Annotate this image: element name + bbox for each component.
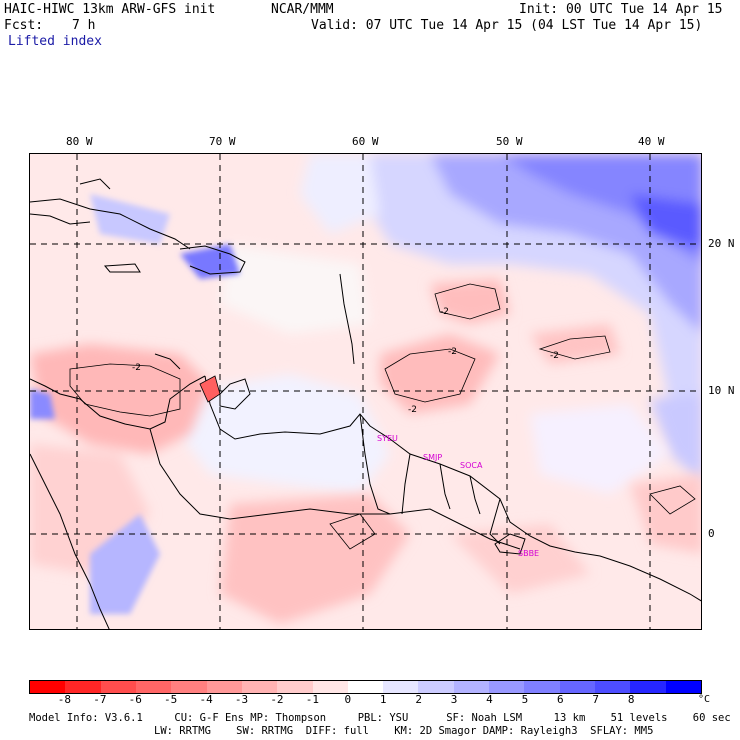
colorbar-swatch [524, 681, 560, 693]
coastlines [30, 178, 701, 629]
lat-label: 0 [708, 527, 715, 540]
colorbar-tick-label: 5 [521, 693, 529, 706]
colorbar-tick-label: -3 [234, 693, 249, 706]
neutral-region [170, 244, 670, 494]
lifted-index-contours [69, 283, 696, 550]
colorbar-swatch [171, 681, 207, 693]
forecast-hour: 7 h [72, 18, 96, 33]
colorbar-swatch [489, 681, 525, 693]
colorbar-tick-label: -8 [57, 693, 72, 706]
station-label: SYEU [377, 434, 398, 443]
colorbar-swatch [453, 681, 490, 693]
colorbar-swatch [277, 681, 313, 693]
forecast-label: Fcst: [4, 18, 44, 33]
colorbar-swatch [312, 681, 348, 693]
colorbar-swatch [65, 681, 101, 693]
init-time: Init: 00 UTC Tue 14 Apr 15 [519, 2, 723, 17]
lon-label: 50 W [496, 135, 523, 148]
colorbar-tick-label: 0 [344, 693, 352, 706]
colorbar-swatch [241, 681, 278, 693]
model-info-line2: LW: RRTMG SW: RRTMG DIFF: full KM: 2D Sm… [154, 725, 654, 737]
colorbar-swatch [630, 681, 666, 693]
lon-label: 40 W [638, 135, 665, 148]
colorbar-tick-label: -7 [93, 693, 107, 706]
colorbar-tick-label: 2 [415, 693, 422, 706]
colorbar-swatch [559, 681, 595, 693]
contour-label: -2 [408, 405, 417, 415]
colorbar-tick-label: 3 [450, 693, 458, 706]
model-title: HAIC-HIWC 13km ARW-GFS init [4, 2, 216, 17]
colorbar-tick-label: -4 [199, 693, 213, 706]
colorbar-tick-label: 4 [486, 693, 493, 706]
lon-label: 80 W [66, 135, 93, 148]
colorbar-swatch [418, 681, 454, 693]
colorbar-unit: °C [698, 694, 711, 705]
colorbar-tick-label: 6 [557, 693, 564, 706]
stable-air-region [300, 154, 701, 483]
colorbar [29, 680, 702, 694]
colorbar-swatch [135, 681, 172, 693]
valid-time: Valid: 07 UTC Tue 14 Apr 15 (04 LST Tue … [311, 18, 703, 33]
organization: NCAR/MMM [271, 2, 334, 17]
map-canvas: -2 -2 -2 -2 -2 SYEU SMJP SOCA SBBE [30, 154, 701, 629]
field-name: Lifted index [8, 34, 102, 49]
station-label: SMJP [423, 453, 442, 462]
colorbar-tick-label: 1 [379, 693, 387, 706]
colorbar-swatch [383, 681, 419, 693]
colorbar-swatch [347, 681, 384, 693]
colorbar-tick-label: 8 [627, 693, 635, 706]
colorbar-tick-label: -5 [164, 693, 178, 706]
colorbar-tick-label: -1 [305, 693, 319, 706]
lat-label: 10 N [708, 384, 735, 397]
colorbar-swatch [595, 681, 631, 693]
contour-label: -2 [132, 363, 141, 373]
lon-label: 70 W [209, 135, 236, 148]
contour-label: -2 [440, 307, 449, 317]
contour-label: -2 [448, 347, 457, 357]
colorbar-tick-label: 7 [592, 693, 600, 706]
colorbar-tick-label: -6 [128, 693, 142, 706]
model-info-line1: Model Info: V3.6.1 CU: G-F Ens MP: Thomp… [29, 712, 731, 724]
lat-label: 20 N [708, 237, 735, 250]
colorbar-swatch [30, 681, 66, 693]
contour-label: -2 [550, 351, 559, 361]
lat-lon-grid [30, 154, 701, 629]
station-label: SBBE [518, 549, 539, 558]
colorbar-swatch [665, 681, 701, 693]
lon-label: 60 W [352, 135, 379, 148]
colorbar-swatch [206, 681, 242, 693]
colorbar-tick-label: -2 [270, 693, 284, 706]
colorbar-swatch [100, 681, 136, 693]
lifted-index-map: -2 -2 -2 -2 -2 SYEU SMJP SOCA SBBE [29, 153, 702, 630]
station-label: SOCA [460, 461, 483, 470]
